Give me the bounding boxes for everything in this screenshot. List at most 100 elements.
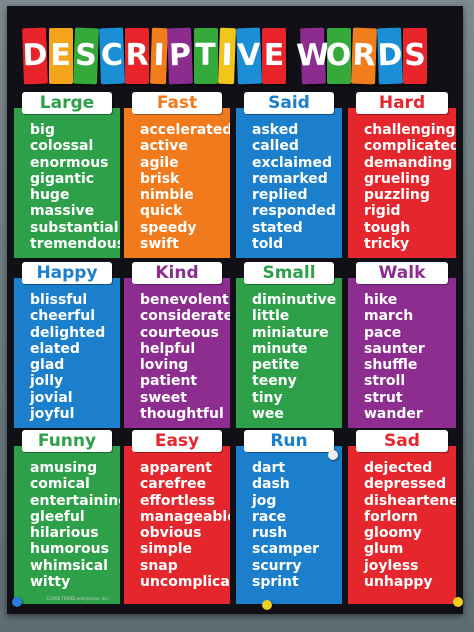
word-item: entertaining bbox=[30, 492, 120, 509]
word-item: huge bbox=[30, 187, 70, 204]
title-letter-tile: I bbox=[149, 27, 168, 85]
word-item: called bbox=[252, 138, 299, 155]
word-item: big bbox=[30, 122, 55, 138]
title-letter-tile: D bbox=[22, 27, 48, 85]
word-panel: diminutive little miniature minute petite tee… bbox=[236, 278, 342, 428]
word-item: demanding bbox=[364, 154, 453, 171]
word-item: saunter bbox=[364, 340, 425, 357]
title-letter-tile: E bbox=[48, 28, 73, 84]
category-walk: hike march pace saunter shuffle stroll strut wa… bbox=[348, 262, 456, 440]
word-item: scurry bbox=[252, 557, 302, 574]
word-item: humorous bbox=[30, 541, 109, 558]
word-item: tough bbox=[364, 219, 411, 236]
title-letter-tile: R bbox=[125, 28, 149, 84]
word-item: amusing bbox=[30, 460, 98, 476]
word-item: colossal bbox=[30, 138, 94, 155]
push-pin bbox=[328, 450, 338, 460]
push-pin bbox=[453, 597, 463, 607]
word-list: hike march pace saunter shuffle stroll strut wa… bbox=[348, 278, 456, 422]
title-letter-tile: C bbox=[98, 27, 125, 85]
word-list: diminutive little miniature minute petite tee… bbox=[236, 278, 342, 422]
word-item: remarked bbox=[252, 170, 328, 187]
word-list: blissful cheerful delighted elated glad jolly… bbox=[14, 278, 120, 422]
word-item: little bbox=[252, 308, 290, 325]
word-item: courteous bbox=[140, 324, 219, 341]
category-heading: Large bbox=[22, 92, 112, 114]
word-list: apparent carefree effortless manageable obvi… bbox=[124, 446, 230, 590]
word-item: rigid bbox=[364, 203, 401, 220]
word-item: strut bbox=[364, 389, 403, 406]
word-panel: apparent carefree effortless manageable obvi… bbox=[124, 446, 230, 604]
title-letter-tile: T bbox=[193, 28, 218, 84]
word-item: apparent bbox=[140, 460, 212, 476]
word-item: witty bbox=[30, 574, 71, 591]
word-item: rush bbox=[252, 525, 288, 542]
category-heading: Hard bbox=[356, 92, 448, 114]
category-sad: dejecteddepresseddisheartenedforlorngloo… bbox=[348, 430, 456, 616]
word-item: sweet bbox=[140, 389, 187, 406]
word-panel: blissful cheerful delighted elated glad jolly… bbox=[14, 278, 120, 428]
word-item: stroll bbox=[364, 373, 406, 390]
category-easy: apparent carefree effortless manageable obvi… bbox=[124, 430, 230, 616]
word-item: exclaimed bbox=[252, 154, 332, 171]
word-item: joyless bbox=[364, 557, 419, 574]
word-panel: big colossal enormous gigantic huge massive su… bbox=[14, 108, 120, 258]
word-item: miniature bbox=[252, 324, 329, 341]
word-item: responded bbox=[252, 203, 336, 220]
word-item: enormous bbox=[30, 154, 109, 171]
copyright-credit: ©2008 TREND enterprises, Inc. bbox=[46, 596, 109, 601]
word-item: jog bbox=[252, 492, 277, 509]
word-item: carefree bbox=[140, 476, 207, 493]
word-item: thoughtful bbox=[140, 406, 224, 423]
word-item: hilarious bbox=[30, 525, 99, 542]
category-heading: Sad bbox=[356, 430, 448, 452]
word-list: challenging complicated demanding grueling p… bbox=[348, 108, 456, 252]
word-panel: asked called exclaimed remarked replied respo… bbox=[236, 108, 342, 258]
title-letter-tile: R bbox=[351, 27, 377, 85]
word-item: diminutive bbox=[252, 292, 337, 308]
word-item: nimble bbox=[140, 187, 194, 204]
word-item: agile bbox=[140, 154, 179, 171]
category-heading: Kind bbox=[132, 262, 222, 284]
word-list: dejecteddepresseddisheartenedforlorngloo… bbox=[348, 446, 456, 590]
word-item: cheerful bbox=[30, 308, 96, 325]
word-list: big colossal enormous gigantic huge massive su… bbox=[14, 108, 120, 252]
word-item: tremendous bbox=[30, 236, 120, 253]
word-item: shuffle bbox=[364, 357, 418, 374]
word-item: benevolent bbox=[140, 292, 229, 308]
word-item: swift bbox=[140, 236, 179, 253]
word-list: benevolent considerate courteous helpful lov… bbox=[124, 278, 230, 422]
word-item: substantial bbox=[30, 219, 119, 236]
word-panel: hike march pace saunter shuffle stroll strut wa… bbox=[348, 278, 456, 428]
category-kind: benevolent considerate courteous helpful lov… bbox=[124, 262, 230, 440]
category-heading: Fast bbox=[132, 92, 222, 114]
word-item: jolly bbox=[30, 373, 64, 390]
word-item: manageable bbox=[140, 508, 230, 525]
category-happy: blissful cheerful delighted elated glad jolly… bbox=[14, 262, 120, 440]
word-item: loving bbox=[140, 357, 189, 374]
push-pin bbox=[262, 600, 272, 610]
category-fast: accelerated active agile brisk nimble quick sp… bbox=[124, 92, 230, 270]
word-list: accelerated active agile brisk nimble quick sp… bbox=[124, 108, 230, 252]
word-item: joyful bbox=[30, 406, 75, 423]
word-item: puzzling bbox=[364, 187, 430, 204]
word-item: unhappy bbox=[364, 574, 433, 591]
word-item: simple bbox=[140, 541, 193, 558]
word-item: effortless bbox=[140, 492, 216, 509]
title-letter-tile: P bbox=[167, 27, 193, 85]
title-letter-tile: O bbox=[326, 28, 351, 84]
word-item: massive bbox=[30, 203, 95, 220]
word-item: delighted bbox=[30, 324, 106, 341]
word-item: uncomplicated bbox=[140, 574, 230, 591]
category-heading: Funny bbox=[22, 430, 112, 452]
word-item: asked bbox=[252, 122, 299, 138]
word-list: amusing comical entertaining gleeful hilario… bbox=[14, 446, 120, 590]
word-item: grueling bbox=[364, 170, 430, 187]
word-panel: dejecteddepresseddisheartenedforlorngloo… bbox=[348, 446, 456, 604]
word-item: forlorn bbox=[364, 508, 418, 525]
category-said: asked called exclaimed remarked replied respo… bbox=[236, 92, 342, 270]
word-item: wee bbox=[252, 406, 284, 423]
word-item: wander bbox=[364, 406, 423, 423]
